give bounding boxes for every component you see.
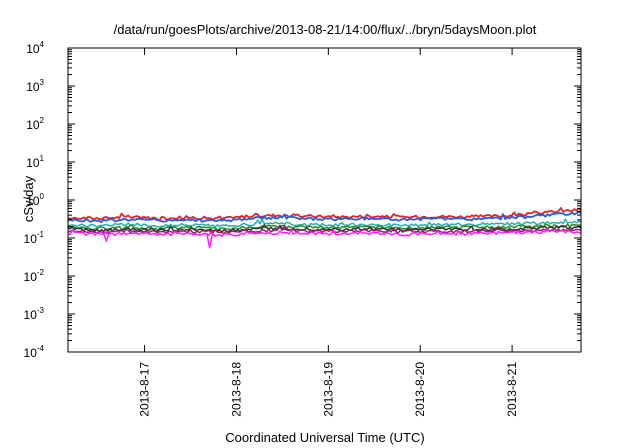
y-axis-label: cSv/day — [21, 175, 36, 222]
y-tick-label: 104 — [26, 40, 44, 56]
chart-title: /data/run/goesPlots/archive/2013-08-21/1… — [114, 22, 537, 37]
x-tick-label: 2013-8-19 — [321, 362, 335, 417]
y-tick-exponent: -2 — [37, 268, 45, 277]
y-tick-label: 101 — [26, 154, 44, 170]
y-tick-label: 10-1 — [24, 230, 45, 246]
y-tick-exponent: 4 — [40, 40, 45, 49]
x-tick-label: 2013-8-17 — [138, 362, 152, 417]
y-tick-label: 10-2 — [24, 268, 45, 284]
x-tick-label: 2013-8-21 — [505, 362, 519, 417]
y-tick-exponent: 3 — [40, 78, 45, 87]
plot-area-frame — [67, 47, 582, 353]
series-line-7 — [67, 228, 582, 238]
y-tick-exponent: -1 — [37, 230, 45, 239]
y-tick-exponent: -4 — [37, 344, 45, 353]
y-tick-label: 103 — [26, 78, 44, 94]
y-tick-exponent: 0 — [40, 192, 45, 201]
series-line-5 — [67, 224, 582, 233]
y-tick-exponent: -3 — [37, 306, 45, 315]
series-line-2 — [67, 211, 582, 224]
x-tick-label: 2013-8-18 — [229, 362, 243, 417]
series-line-6 — [67, 225, 582, 235]
y-tick-label: 10-3 — [24, 306, 45, 322]
y-tick-exponent: 1 — [40, 154, 45, 163]
series-line-3 — [68, 218, 582, 228]
plot-layer — [67, 207, 582, 249]
y-tick-label: 100 — [26, 192, 44, 208]
y-tick-label: 102 — [26, 116, 44, 132]
series-spike-2 — [205, 232, 214, 249]
x-axis-label: Coordinated Universal Time (UTC) — [225, 430, 424, 445]
x-tick-label: 2013-8-20 — [413, 362, 427, 417]
tick-layer: 10410310210110010-110-210-310-42013-8-17… — [24, 40, 581, 417]
y-tick-exponent: 2 — [40, 116, 45, 125]
series-spike-1 — [102, 232, 110, 243]
y-tick-label: 10-4 — [24, 344, 45, 360]
